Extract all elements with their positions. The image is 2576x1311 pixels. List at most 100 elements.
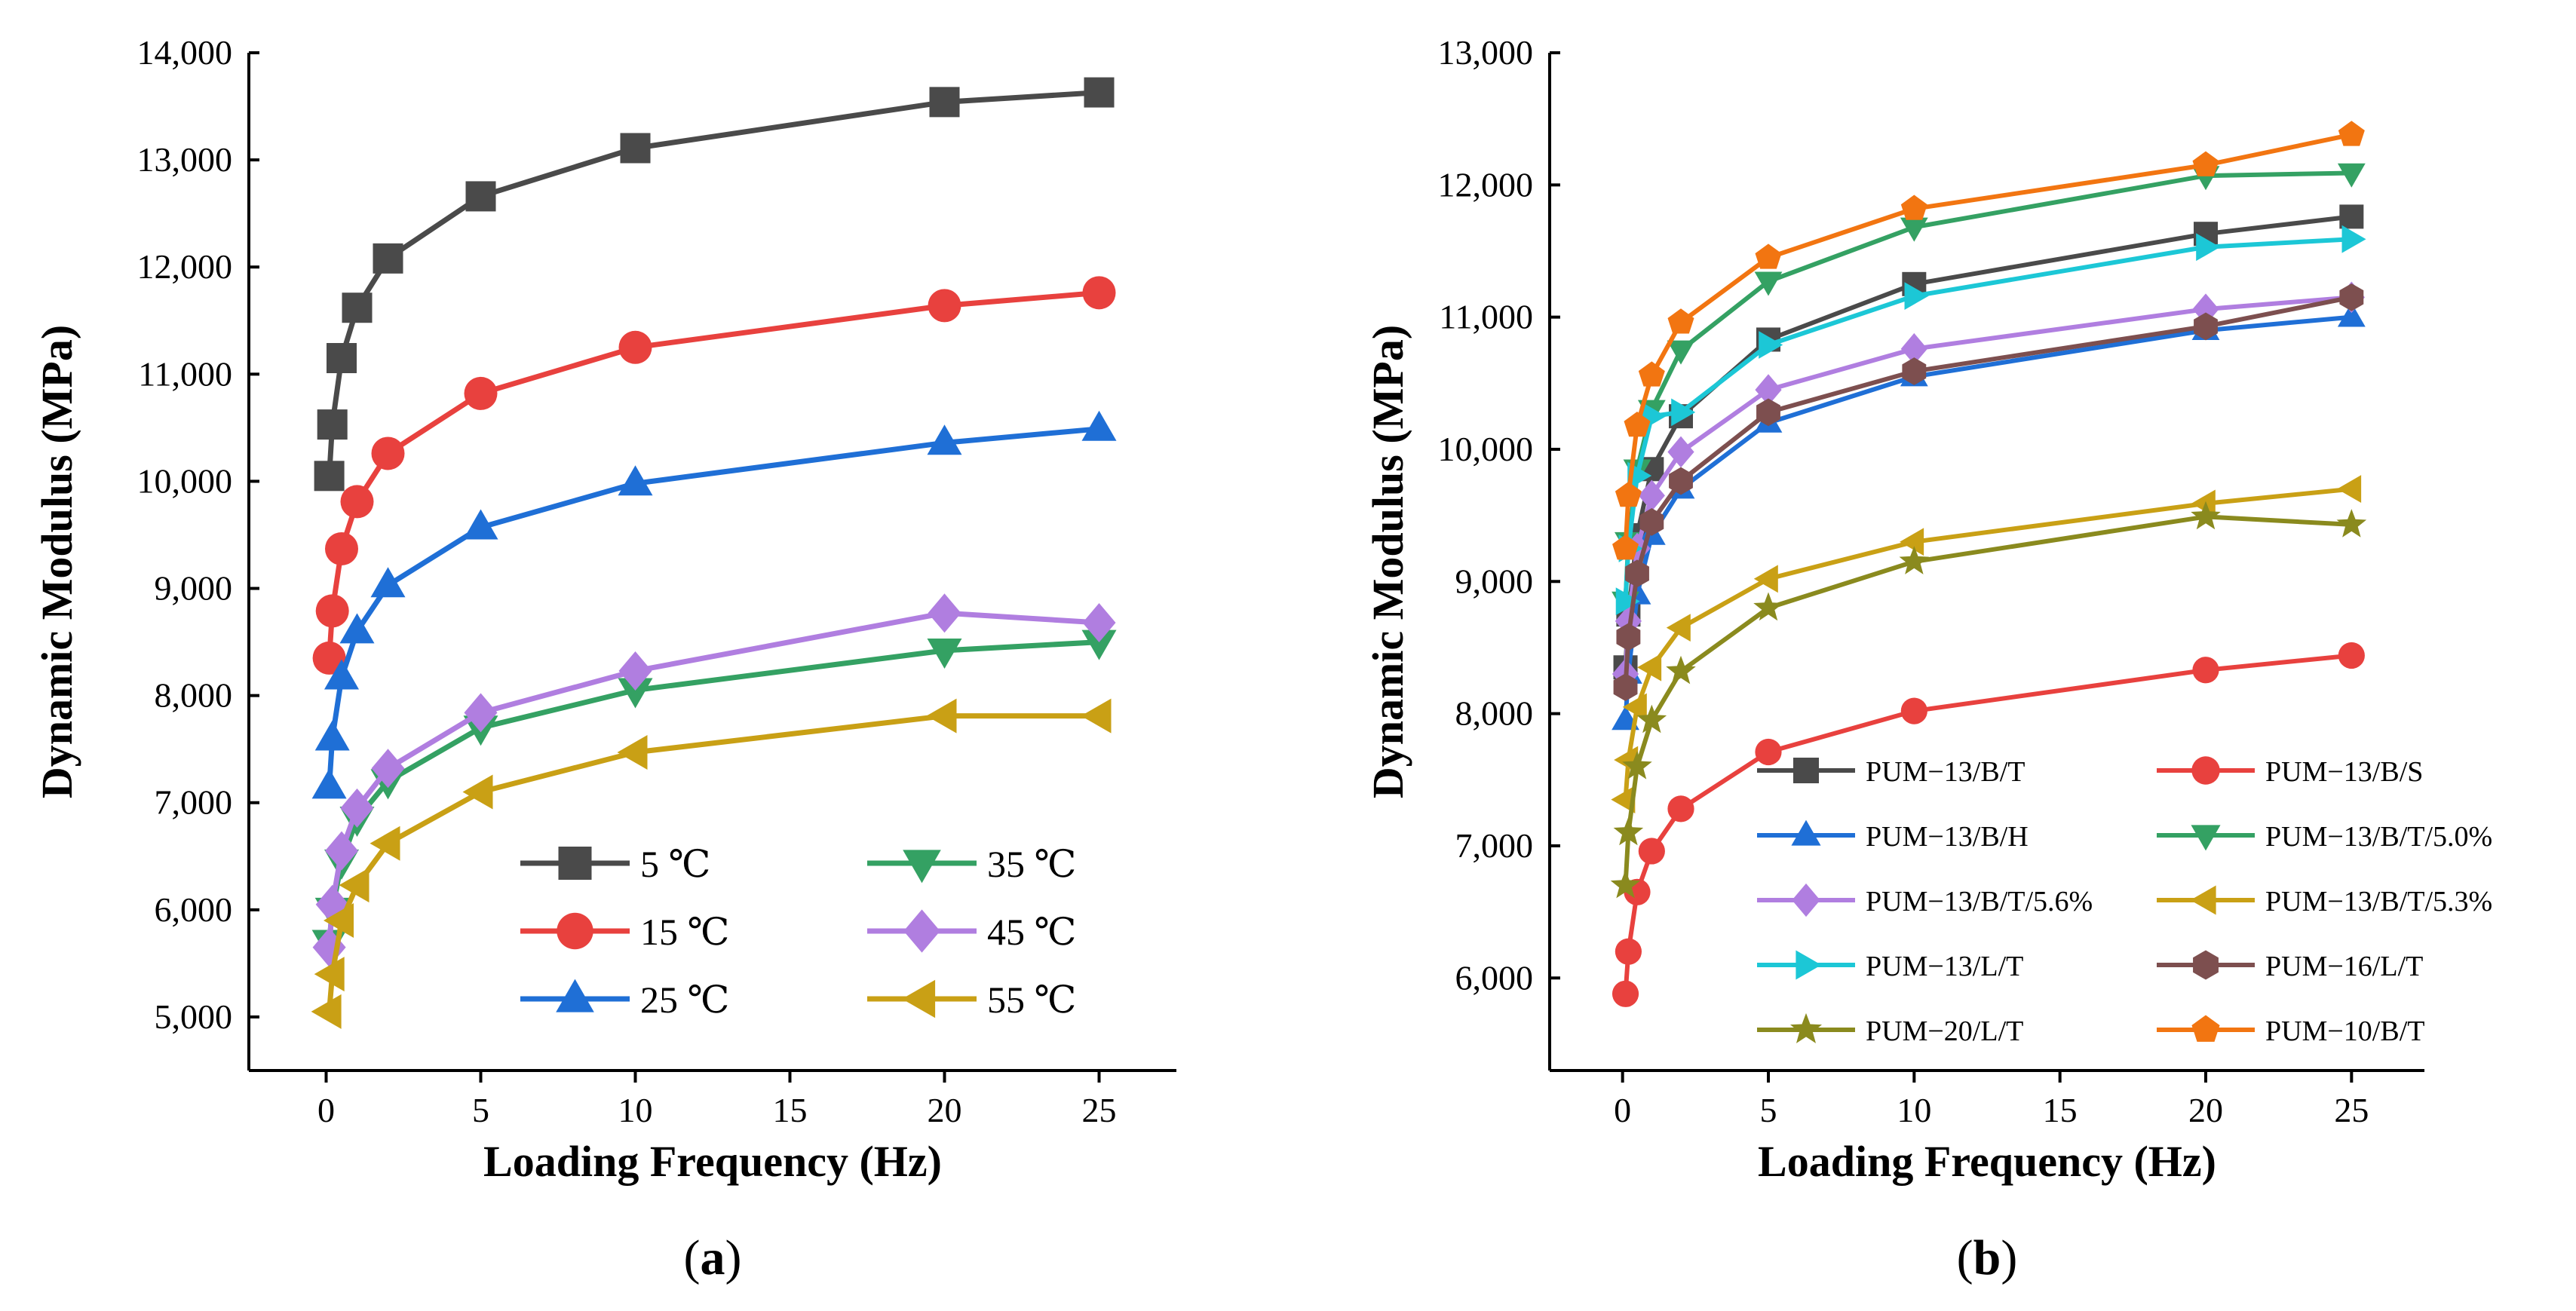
legend-marker <box>1789 1012 1823 1043</box>
data-point <box>2191 501 2221 530</box>
data-point <box>1637 653 1662 682</box>
data-point <box>2337 475 2362 503</box>
series-line <box>327 639 1099 942</box>
data-point <box>314 720 350 751</box>
data-point <box>1669 467 1693 495</box>
data-point <box>1666 655 1696 685</box>
caption-close: ) <box>725 1230 742 1285</box>
x-tick-label: 0 <box>1614 1091 1631 1129</box>
data-point <box>1081 629 1117 660</box>
legend: 5 ℃ 35 ℃ 15 ℃ 45 ℃ 25 ℃ 55 ℃ <box>520 843 1076 1021</box>
data-point <box>929 87 960 118</box>
data-point <box>1639 508 1664 536</box>
series-pum-16-l-t <box>1613 283 2364 701</box>
data-point <box>1638 361 1665 387</box>
y-tick-label: 10,000 <box>137 461 233 500</box>
data-point <box>324 659 359 690</box>
series-45-c <box>312 593 1116 967</box>
data-point <box>1753 592 1783 621</box>
data-point <box>1081 410 1117 441</box>
data-point <box>325 831 358 871</box>
data-point <box>1616 623 1641 651</box>
data-point <box>1759 331 1783 359</box>
data-point <box>314 957 345 992</box>
legend-label: PUM−13/L/T <box>1866 951 2023 982</box>
legend-item-25-c: 25 ℃ <box>520 979 729 1021</box>
series-55-c <box>311 698 1112 1029</box>
data-point <box>1900 195 1927 220</box>
data-point <box>1902 357 1927 385</box>
legend-label: PUM−10/B/T <box>2265 1015 2424 1047</box>
legend-item-15-c: 15 ℃ <box>520 911 729 953</box>
data-point <box>1636 704 1667 734</box>
legend-marker <box>2191 1015 2220 1042</box>
series-line <box>327 713 1099 1012</box>
data-point <box>327 343 357 373</box>
data-point <box>2337 163 2366 188</box>
y-tick-label: 13,000 <box>1438 33 1534 72</box>
data-point <box>317 409 348 440</box>
x-tick-label: 5 <box>1760 1091 1777 1129</box>
data-point <box>339 868 370 903</box>
data-point <box>1666 614 1691 642</box>
series-pum-13-b-t-5-6pct <box>1612 281 2365 690</box>
y-tick-label: 11,000 <box>138 354 232 393</box>
data-point <box>618 651 652 691</box>
data-point <box>1755 244 1782 269</box>
data-point <box>2337 302 2366 327</box>
series-pum-20-l-t <box>1610 501 2367 899</box>
legend-label: 15 ℃ <box>640 911 729 953</box>
legend-item-35-c: 35 ℃ <box>867 843 1076 885</box>
legend-item-pum-10-b-t: PUM−10/B/T <box>2157 1015 2424 1047</box>
legend-item-55-c: 55 ℃ <box>867 979 1076 1021</box>
legend-label: 55 ℃ <box>987 979 1076 1021</box>
x-tick-label: 15 <box>773 1091 808 1129</box>
x-axis-label: Loading Frequency (Hz) <box>483 1137 942 1186</box>
series-pum-13-b-s <box>1612 642 2365 1007</box>
data-point <box>370 826 400 861</box>
y-tick-label: 6,000 <box>1455 958 1534 997</box>
data-point <box>1081 698 1112 734</box>
data-point <box>2338 642 2365 669</box>
legend-label: PUM−13/B/T/5.3% <box>2265 886 2492 917</box>
data-point <box>1612 980 1639 1007</box>
data-point <box>370 567 406 598</box>
series-15-c <box>312 276 1116 675</box>
legend-marker <box>903 909 940 953</box>
data-point <box>373 243 403 274</box>
data-point <box>464 693 498 733</box>
legend-marker <box>2190 885 2216 915</box>
data-point <box>2338 121 2365 146</box>
y-tick-label: 11,000 <box>1439 298 1533 336</box>
data-point <box>1082 603 1116 642</box>
data-point <box>1753 565 1778 593</box>
legend: PUM−13/B/T PUM−13/B/S PUM−13/B/H PUM−13/B/T… <box>1757 756 2492 1047</box>
data-point <box>2192 151 2219 176</box>
legend-item-pum-13-b-h: PUM−13/B/H <box>1757 819 2029 853</box>
data-point <box>1667 436 1694 468</box>
legend-marker <box>556 979 594 1012</box>
legend-item-pum-13-l-t: PUM−13/L/T <box>1757 950 2023 982</box>
data-point <box>1900 217 1928 242</box>
data-point <box>340 485 374 519</box>
data-point <box>1900 528 1924 556</box>
data-point <box>311 768 347 799</box>
legend-label: PUM−13/B/S <box>2265 756 2423 788</box>
caption-open: ( <box>684 1230 701 1285</box>
data-point <box>618 465 653 496</box>
data-point <box>618 330 652 364</box>
data-point <box>324 903 354 939</box>
data-point <box>315 594 349 628</box>
data-point <box>1900 697 1927 724</box>
legend-marker <box>558 847 592 880</box>
x-tick-label: 5 <box>472 1091 489 1129</box>
legend-marker <box>2193 950 2219 980</box>
data-point <box>2196 233 2221 262</box>
data-point <box>1613 673 1638 701</box>
data-point <box>1622 750 1652 780</box>
legend-marker <box>1793 758 1819 783</box>
data-point <box>463 509 498 540</box>
data-point <box>1667 795 1694 822</box>
data-point <box>371 436 405 470</box>
